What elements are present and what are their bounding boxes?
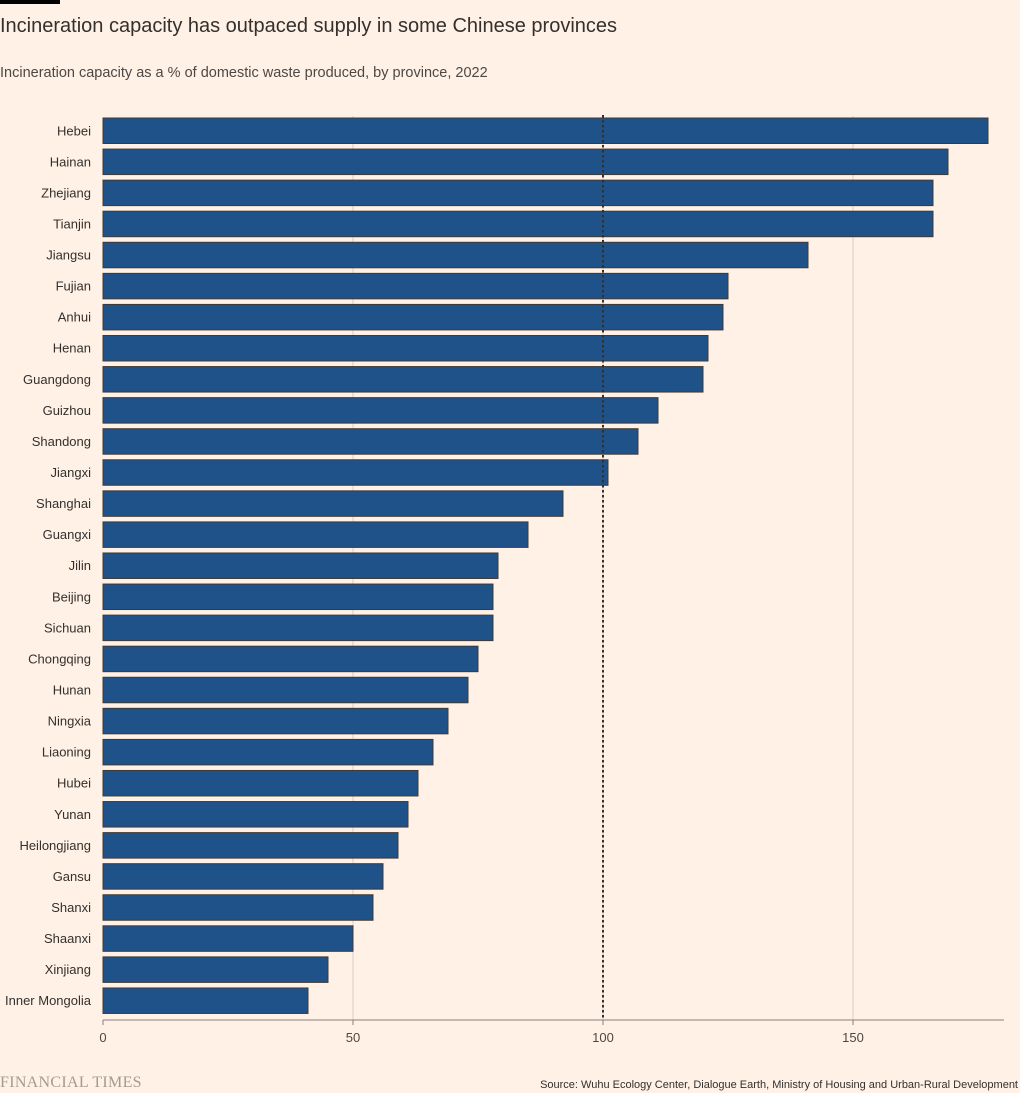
x-tick-label: 50 [346,1030,360,1045]
category-label: Tianjin [53,216,91,231]
category-label: Sichuan [44,620,91,635]
chart-subtitle: Incineration capacity as a % of domestic… [0,65,488,81]
bar-chart: Hebei Hainan Zhejiang Tianjin Jiangsu Fujian A… [5,115,1004,1045]
bar [102,925,354,952]
category-label: Inner Mongolia [5,993,92,1008]
category-label: Jiangxi [51,465,92,480]
bar [102,117,989,144]
bar [102,397,659,424]
bar [102,769,419,797]
bar [102,832,399,859]
brand-top-bar [0,0,60,4]
bar [102,179,934,207]
category-label: Jiangsu [46,248,91,263]
chart-title: Incineration capacity has outpaced suppl… [0,15,618,37]
bar [102,303,724,331]
source-note: Source: Wuhu Ecology Center, Dialogue Ea… [540,1079,1018,1091]
category-label: Hunan [53,683,91,698]
x-tick-label: 100 [592,1030,614,1045]
category-label: Fujian [56,279,91,294]
category-label: Gansu [53,869,91,884]
bar [102,521,529,548]
bar [102,241,809,269]
bar [102,272,729,300]
bar [102,738,434,766]
bar [102,583,494,611]
category-label: Guangxi [43,527,92,542]
category-label: Zhejiang [41,185,91,200]
category-label: Shanxi [51,900,91,915]
category-label: Hainan [50,154,91,169]
category-label: Liaoning [42,745,91,760]
bar [102,956,329,983]
category-label: Chongqing [28,651,91,666]
x-tick-label: 150 [842,1030,864,1045]
bar [102,676,469,704]
bar [102,614,494,642]
category-label: Heilongjiang [19,838,91,853]
category-label: Shaanxi [44,931,91,946]
bar [102,366,704,393]
bar [102,645,479,673]
category-label: Henan [53,341,91,356]
category-label: Beijing [52,589,91,604]
category-label: Ningxia [48,714,92,729]
bar [102,148,949,176]
category-label: Guangdong [23,372,91,387]
category-label: Shanghai [36,496,91,511]
category-label: Anhui [58,310,91,325]
bar [102,552,499,579]
category-label: Yunan [54,807,91,822]
category-label: Shandong [32,434,91,449]
bar [102,707,449,735]
bar [102,801,409,828]
bar [102,987,309,1014]
x-tick-label: 0 [99,1030,106,1045]
category-label: Guizhou [43,403,91,418]
category-label: Hebei [57,123,91,138]
category-label: Xinjiang [45,962,91,977]
bar [102,210,934,238]
ft-logo: FINANCIAL TIMES [0,1074,142,1091]
bar [102,459,609,486]
bar [102,490,564,517]
bar [102,863,384,890]
bar [102,894,374,921]
bar [102,428,639,455]
category-label: Jilin [69,558,91,573]
bar [102,334,709,362]
category-label: Hubei [57,776,91,791]
